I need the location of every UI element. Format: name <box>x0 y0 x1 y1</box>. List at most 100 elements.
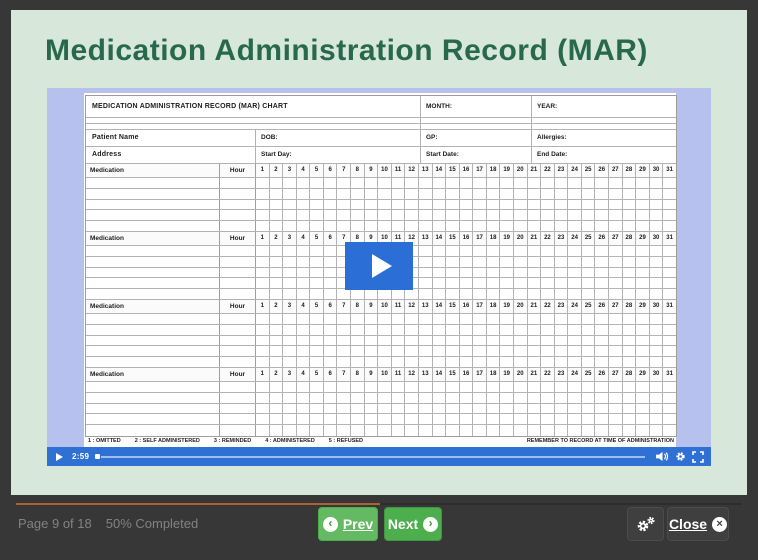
seek-track <box>101 456 645 458</box>
day-cell <box>446 289 460 299</box>
settings-button[interactable] <box>671 447 689 466</box>
close-button[interactable]: Close × <box>667 507 729 541</box>
day-cell <box>528 381 542 392</box>
day-cell <box>310 313 324 324</box>
day-cell <box>392 324 406 335</box>
day-cell <box>460 256 474 267</box>
day-cell <box>514 221 528 231</box>
day-cell <box>351 403 365 414</box>
day-cell <box>487 256 501 267</box>
day-cell <box>500 414 514 425</box>
day-number: 13 <box>419 367 433 381</box>
day-cell <box>541 267 555 278</box>
day-cell <box>528 414 542 425</box>
day-cell <box>419 289 433 299</box>
day-cell <box>297 403 311 414</box>
medication-label: Medication <box>86 367 220 381</box>
day-cell <box>636 392 650 403</box>
day-cell <box>609 392 623 403</box>
day-cell <box>433 335 447 346</box>
day-cell <box>473 346 487 357</box>
day-number: 18 <box>487 231 501 245</box>
day-cell <box>256 324 270 335</box>
day-cell <box>270 256 284 267</box>
day-cells <box>256 221 676 231</box>
day-number: 31 <box>666 167 673 173</box>
day-cell <box>337 346 352 357</box>
seek-handle[interactable] <box>95 454 101 459</box>
day-cell <box>623 256 637 267</box>
play-overlay-button[interactable] <box>345 242 413 290</box>
day-cell <box>433 278 447 289</box>
day-cell <box>609 414 623 425</box>
day-cell <box>392 381 406 392</box>
day-cell <box>650 392 664 403</box>
seek-bar[interactable] <box>95 452 645 461</box>
fullscreen-button[interactable] <box>689 447 707 466</box>
day-cell <box>623 278 637 289</box>
medication-body-row <box>86 392 676 404</box>
day-cell <box>270 278 284 289</box>
hour-label: Hour <box>220 367 256 381</box>
day-cell <box>283 256 297 267</box>
day-cell <box>460 210 474 221</box>
day-number: 3 <box>283 299 297 313</box>
day-cell <box>609 210 623 221</box>
day-cell <box>650 335 664 346</box>
day-cell <box>297 278 311 289</box>
day-cell <box>473 278 487 289</box>
hour-label: Hour <box>220 299 256 313</box>
day-cell <box>460 188 474 199</box>
day-number: 3 <box>283 367 297 381</box>
day-cell <box>541 392 555 403</box>
next-button[interactable]: Next › <box>384 507 442 541</box>
day-number: 6 <box>324 164 338 177</box>
day-cell <box>568 324 582 335</box>
day-cell <box>595 178 610 188</box>
day-cell <box>541 403 555 414</box>
day-cell <box>500 221 514 231</box>
day-cell <box>310 278 324 289</box>
day-cell <box>324 178 338 188</box>
day-cell <box>595 346 610 357</box>
day-cell <box>473 414 487 425</box>
day-cell <box>270 414 284 425</box>
day-cell <box>433 245 447 256</box>
day-cell <box>460 346 474 357</box>
day-cell <box>514 256 528 267</box>
day-cell <box>623 289 637 299</box>
day-cell <box>270 178 284 188</box>
day-header-cells: 1 2 3 4 5 6 7 8 9 10 11 12 13 14 15 16 17 18 19 20 21 22 23 24 2… <box>256 164 676 177</box>
allergies-label: Allergies: <box>537 134 567 141</box>
hour-cell <box>220 256 256 267</box>
medication-body-row <box>86 210 676 222</box>
medication-cell <box>86 289 220 299</box>
day-cell <box>419 357 433 367</box>
day-cell <box>351 357 365 367</box>
day-number: 29 <box>636 164 650 177</box>
day-cell <box>310 210 324 221</box>
day-cell <box>595 210 610 221</box>
day-cell <box>392 335 406 346</box>
day-number: 6 <box>324 299 338 313</box>
prev-button[interactable]: ‹ Prev <box>318 507 378 541</box>
day-number: 19 <box>500 299 514 313</box>
day-cell <box>256 278 270 289</box>
medication-body-row <box>86 381 676 393</box>
day-cell <box>433 414 447 425</box>
day-cell <box>595 324 610 335</box>
day-cell <box>283 414 297 425</box>
day-cell <box>487 278 501 289</box>
day-cell <box>473 392 487 403</box>
play-button[interactable] <box>56 452 63 461</box>
day-number: 28 <box>623 231 637 245</box>
day-cell <box>473 335 487 346</box>
day-number: 23 <box>555 299 569 313</box>
settings-cogs-button[interactable] <box>627 507 664 541</box>
day-cell <box>405 381 419 392</box>
day-cell <box>392 392 406 403</box>
day-cell <box>446 335 460 346</box>
day-cell <box>351 425 365 436</box>
volume-button[interactable] <box>653 447 671 466</box>
day-cell <box>609 346 623 357</box>
